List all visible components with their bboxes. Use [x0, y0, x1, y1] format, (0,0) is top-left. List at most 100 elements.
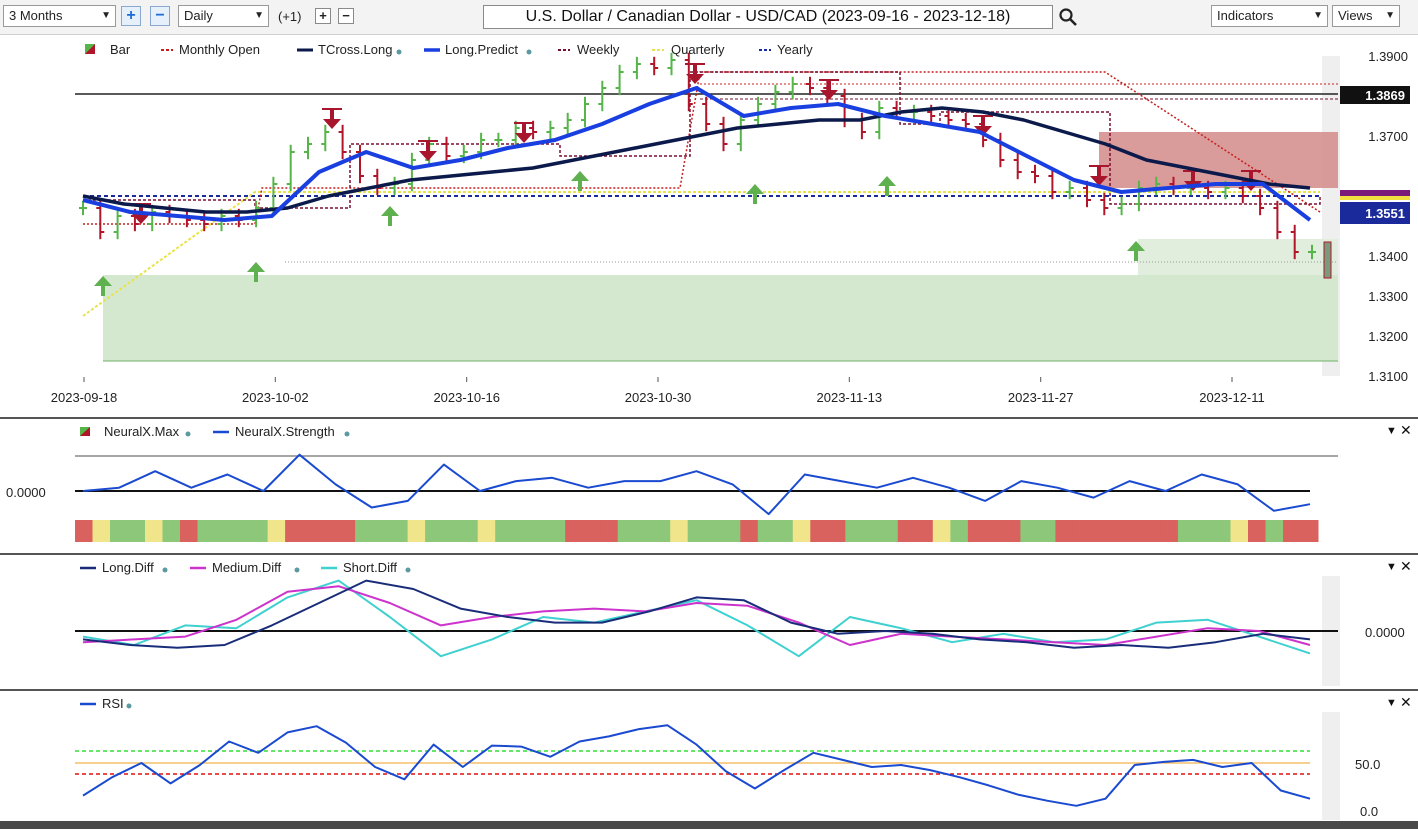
long-predict-line [82, 86, 1312, 222]
search-icon[interactable] [1058, 7, 1078, 27]
zoom-in-button[interactable]: + [121, 6, 141, 26]
buy-arrow-icon [878, 176, 896, 196]
current-bar-marker [1323, 241, 1332, 279]
neuralx-max-segment [512, 520, 531, 542]
sell-arrow-head [419, 151, 437, 161]
date-tick-label: 2023-10-02 [242, 390, 309, 405]
diff-close-icon[interactable]: ✕ [1400, 558, 1412, 574]
neuralx-max-segment [1300, 520, 1319, 542]
sell-arrow-head [515, 133, 533, 143]
neuralx-max-segment [1230, 520, 1249, 542]
tcross-settings-icon[interactable] [396, 49, 402, 55]
zoom-out-button[interactable]: − [150, 6, 170, 26]
buy-arrow-head [878, 176, 896, 186]
legend-rsi: RSI [102, 696, 124, 711]
sell-arrow-shaft [981, 116, 985, 128]
panel-divider[interactable] [0, 553, 1418, 555]
period-dropdown[interactable]: 3 Months ▼ [3, 5, 116, 27]
buy-arrow-head [247, 262, 265, 272]
buy-arrow-head [571, 171, 589, 181]
indicators-dropdown[interactable]: Indicators ▼ [1211, 5, 1328, 27]
neuralx-max-segment [582, 520, 601, 542]
neuralx-max-segment [320, 520, 339, 542]
views-dropdown[interactable]: Views ▼ [1332, 5, 1400, 27]
neuralx-max-segment [1125, 520, 1144, 542]
neuralx-strength-settings-icon[interactable] [344, 431, 350, 437]
sell-arrow-head [323, 119, 341, 129]
interval-dropdown[interactable]: Daily ▼ [178, 5, 269, 27]
neuralx-max-bar [75, 520, 1319, 542]
sell-arrow-shaft [693, 64, 697, 76]
neuralx-max-segment [652, 520, 671, 542]
date-tick-label: 2023-12-11 [1199, 390, 1265, 405]
neuralx-max-segment [1265, 520, 1284, 542]
neuralx-max-segment [530, 520, 549, 542]
buy-arrow-shaft [388, 214, 392, 226]
neuralx-panel[interactable]: 0.0000 NeuralX.Max NeuralX.Strength ▼ ✕ [0, 420, 1418, 552]
rsi-0-label: 0.0 [1360, 804, 1378, 819]
panel-divider[interactable] [0, 417, 1418, 419]
legend-quarterly: Quarterly [671, 42, 725, 57]
neuralx-max-segment [1002, 520, 1021, 542]
legend-neuralx-max: NeuralX.Max [104, 424, 180, 439]
sell-arrow-icon [973, 115, 993, 136]
diff-panel[interactable]: 0.0000 Long.Diff Medium.Diff Short.Diff … [0, 556, 1418, 688]
neuralx-max-segment [127, 520, 146, 542]
rsi-settings-icon[interactable] [126, 703, 132, 709]
neuralx-max-segment [232, 520, 251, 542]
price-chart[interactable]: 1.31001.32001.33001.34001.35001.37001.38… [0, 36, 1418, 414]
legend-short-diff: Short.Diff [343, 560, 397, 575]
rsi-close-icon[interactable]: ✕ [1400, 694, 1412, 710]
rsi-scroll-track[interactable] [1322, 712, 1340, 820]
sell-arrow-shaft [1191, 171, 1195, 183]
instrument-title[interactable]: U.S. Dollar / Canadian Dollar - USD/CAD … [483, 5, 1053, 29]
legend-monthly-open: Monthly Open [179, 42, 260, 57]
rsi-collapse-icon[interactable]: ▼ [1386, 697, 1397, 709]
panel-divider[interactable] [0, 689, 1418, 691]
buy-arrow-shaft [101, 284, 105, 296]
buy-arrow-icon [571, 171, 589, 191]
date-tick-label: 2023-11-27 [1008, 390, 1074, 405]
neuralx-max-segment [845, 520, 864, 542]
sell-arrow-icon [819, 79, 839, 100]
neuralx-max-segment [617, 520, 636, 542]
neuralx-max-segment [75, 520, 93, 542]
price-tick-label: 1.3900 [1368, 49, 1408, 64]
quarterly-line [82, 191, 1320, 317]
neuralx-max-settings-icon[interactable] [185, 431, 191, 437]
sell-arrow-shaft [1097, 166, 1101, 178]
neuralx-max-segment [565, 520, 584, 542]
neuralx-max-segment [197, 520, 216, 542]
buy-arrow-icon [746, 184, 764, 204]
medium-diff-settings-icon[interactable] [294, 567, 300, 573]
neuralx-zero-label: 0.0000 [6, 485, 46, 500]
sell-arrow-shaft [330, 109, 334, 121]
weekly-line [83, 71, 1321, 209]
neuralx-max-segment [705, 520, 724, 542]
short-diff-settings-icon[interactable] [405, 567, 411, 573]
price-tick-label: 1.3300 [1368, 289, 1408, 304]
rsi-panel[interactable]: 50.0 0.0 RSI ▼ ✕ [0, 692, 1418, 820]
short-diff-line [82, 579, 1311, 658]
neuralx-collapse-icon[interactable]: ▼ [1386, 425, 1397, 437]
legend-medium-diff: Medium.Diff [212, 560, 282, 575]
rsi-path [82, 724, 1311, 807]
indicator-lines [82, 86, 1312, 222]
neuralx-max-segment [1213, 520, 1231, 542]
neuralx-max-segment [985, 520, 1004, 542]
offset-minus-button[interactable]: − [338, 8, 354, 24]
long-predict-settings-icon[interactable] [526, 49, 532, 55]
buy-arrow-icon [1127, 241, 1145, 261]
neuralx-max-segment [792, 520, 811, 542]
resistance-zone [1099, 132, 1338, 188]
offset-plus-button[interactable]: + [315, 8, 331, 24]
buy-arrow-head [94, 276, 112, 286]
chevron-down-icon: ▼ [101, 10, 111, 21]
neuralx-max-legend-icon-down [80, 427, 90, 436]
neuralx-close-icon[interactable]: ✕ [1400, 422, 1412, 438]
date-tick-label: 2023-11-13 [817, 390, 883, 405]
support-zone [103, 275, 1338, 361]
sell-arrow-head [820, 90, 838, 100]
diff-collapse-icon[interactable]: ▼ [1386, 561, 1397, 573]
long-diff-settings-icon[interactable] [162, 567, 168, 573]
